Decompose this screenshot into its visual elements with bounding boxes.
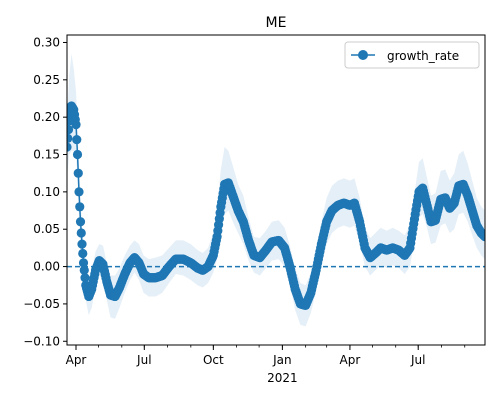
series-point [74, 187, 84, 197]
y-tick-label: 0.20 [33, 110, 60, 124]
series-point [80, 273, 90, 283]
x-tick-label: Jul [136, 353, 151, 367]
y-tick-label: −0.05 [23, 297, 60, 311]
legend-box [344, 41, 480, 69]
axes-frame [66, 34, 486, 346]
y-tick-label: 0.30 [33, 35, 60, 49]
legend-marker-swatch [358, 50, 368, 60]
series-point [78, 248, 88, 259]
series-point [480, 232, 485, 242]
series-point [78, 258, 89, 268]
series-point [67, 125, 74, 135]
y-tick-label: −0.10 [23, 334, 60, 348]
chart-title: ME [266, 15, 287, 31]
y-tick-label: 0.25 [33, 73, 60, 87]
series-point [77, 239, 87, 249]
x-tick-label: Apr [66, 353, 87, 367]
series-point [73, 168, 83, 178]
legend-label: growth_rate [387, 49, 459, 63]
series-point [72, 149, 83, 160]
y-tick-label: 0.10 [33, 185, 60, 199]
series-point [67, 133, 73, 143]
series-point [75, 217, 86, 227]
x-tick-sublabel: 2021 [267, 371, 298, 385]
series-point [71, 120, 81, 130]
series-group [67, 53, 485, 327]
series-point [76, 228, 86, 238]
series-point [72, 134, 82, 145]
x-tick-label: Jan [272, 353, 292, 367]
series-point [75, 202, 85, 212]
series-point [79, 265, 89, 275]
axes: −0.10 −0.05 0.00 0.05 0.10 0.15 0.20 0.25 0.30 Ap… [23, 34, 486, 385]
legend: growth_rate [344, 41, 480, 69]
plot-area [67, 53, 485, 327]
x-tick-label: Jul [410, 353, 425, 367]
x-tick-label: Apr [340, 353, 361, 367]
x-tick-label: Oct [203, 353, 224, 367]
y-tick-label: 0.00 [33, 260, 60, 274]
y-tick-label: 0.15 [33, 148, 60, 162]
y-tick-label: 0.05 [33, 222, 60, 236]
series-point [67, 142, 72, 152]
